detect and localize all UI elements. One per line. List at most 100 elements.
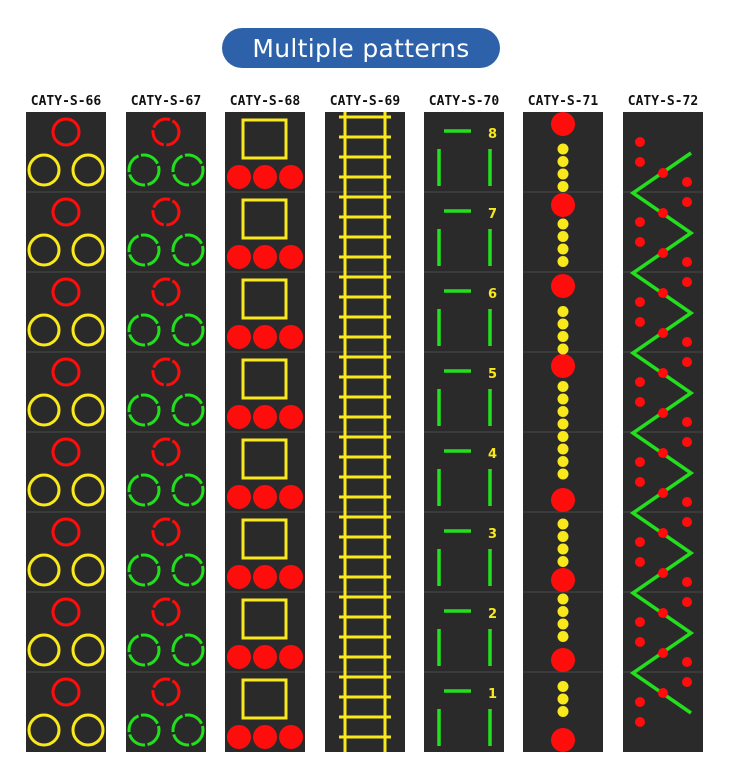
yellow-square: [241, 358, 288, 400]
red-dot: [658, 328, 668, 338]
red-dot: [227, 245, 251, 269]
red-dot: [227, 725, 251, 749]
green-dashed-ring: [127, 153, 161, 187]
red-dot: [658, 488, 668, 498]
red-dot: [635, 297, 645, 307]
red-dot: [658, 368, 668, 378]
red-dot: [658, 568, 668, 578]
red-dot: [682, 677, 692, 687]
yellow-dot: [557, 218, 569, 230]
red-dot: [658, 408, 668, 418]
red-dot: [682, 277, 692, 287]
red-dot: [658, 608, 668, 618]
tile-number: 4: [488, 447, 497, 462]
red-dot: [635, 617, 645, 627]
yellow-ring: [27, 713, 61, 747]
red-ring: [51, 437, 81, 467]
yellow-dot: [557, 618, 569, 630]
pattern-label-71: CATY-S-71: [527, 94, 599, 109]
red-dot: [551, 568, 575, 592]
pattern-label-70: CATY-S-70: [428, 94, 500, 109]
tile-number: 5: [488, 367, 497, 382]
pattern-label-69: CATY-S-69: [329, 94, 401, 109]
yellow-ring: [27, 633, 61, 667]
red-dot: [682, 517, 692, 527]
pattern-label-67: CATY-S-67: [130, 94, 202, 109]
pattern-strip-67: [126, 112, 206, 752]
yellow-dot: [557, 606, 569, 617]
red-ring: [51, 597, 81, 627]
red-dot: [253, 725, 277, 749]
pattern-strip-71: [523, 112, 603, 752]
yellow-dot: [557, 256, 569, 267]
red-dot: [658, 208, 668, 218]
red-dashed-ring: [151, 677, 181, 707]
red-dot: [658, 648, 668, 658]
red-dot: [635, 377, 645, 387]
pattern-label-72: CATY-S-72: [627, 94, 699, 109]
yellow-dot: [557, 443, 569, 455]
pattern-strip-66: [26, 112, 106, 752]
red-dot: [279, 165, 303, 189]
yellow-dot: [557, 531, 569, 542]
red-dashed-ring: [151, 437, 181, 467]
red-dot: [279, 565, 303, 589]
red-dot: [682, 177, 692, 187]
red-dot: [551, 648, 575, 672]
tile-number: 3: [488, 527, 497, 542]
green-dashed-ring: [127, 393, 161, 427]
green-dashed-ring: [171, 233, 205, 267]
green-dashed-ring: [171, 153, 205, 187]
yellow-dot: [557, 556, 569, 567]
yellow-ring: [71, 153, 105, 187]
red-dot: [227, 325, 251, 349]
yellow-dot: [557, 168, 569, 180]
red-dot: [253, 565, 277, 589]
yellow-dot: [557, 343, 569, 355]
yellow-square: [241, 518, 288, 560]
red-dot: [682, 417, 692, 427]
red-dot: [227, 405, 251, 429]
yellow-dot: [557, 231, 569, 242]
yellow-dot: [557, 456, 569, 467]
green-dashed-ring: [127, 713, 161, 747]
green-dashed-ring: [127, 313, 161, 347]
red-dashed-ring: [151, 277, 181, 307]
green-dashed-ring: [171, 713, 205, 747]
yellow-ring: [71, 393, 105, 427]
red-ring: [51, 517, 81, 547]
red-dot: [635, 477, 645, 487]
red-dot: [635, 157, 645, 167]
red-dashed-ring: [151, 597, 181, 627]
yellow-dot: [557, 431, 569, 442]
yellow-dot: [557, 243, 569, 255]
red-dot: [635, 217, 645, 227]
yellow-dot: [557, 693, 569, 705]
red-dot: [635, 457, 645, 467]
red-dot: [635, 317, 645, 327]
red-dot: [682, 657, 692, 667]
yellow-dot: [557, 143, 569, 155]
red-dot: [227, 485, 251, 509]
red-dot: [253, 245, 277, 269]
red-dot: [658, 288, 668, 298]
title-banner: Multiple patterns: [222, 28, 500, 68]
pattern-strip-68: [225, 112, 305, 752]
yellow-dot: [557, 393, 569, 405]
red-dot: [279, 645, 303, 669]
yellow-dot: [557, 631, 569, 642]
red-ring: [51, 117, 81, 147]
pattern-strip-70: 8 7 6 5 4 3 2 1: [424, 112, 504, 752]
yellow-square: [241, 118, 288, 160]
red-dot: [682, 337, 692, 347]
red-dot: [253, 405, 277, 429]
red-dashed-ring: [151, 517, 181, 547]
red-dot: [682, 597, 692, 607]
yellow-dot: [557, 418, 569, 430]
yellow-dot: [557, 681, 569, 692]
red-dot: [635, 697, 645, 707]
red-dot: [227, 165, 251, 189]
red-dot: [682, 577, 692, 587]
yellow-square: [241, 278, 288, 320]
yellow-square: [241, 198, 288, 240]
